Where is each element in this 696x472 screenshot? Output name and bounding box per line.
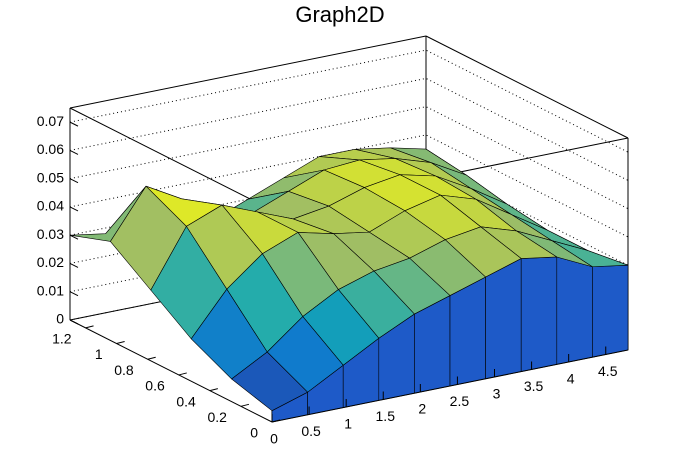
chart-title: Graph2D bbox=[295, 2, 384, 27]
x-tick-label: 4 bbox=[567, 371, 575, 387]
x-tick-label: 3 bbox=[493, 386, 501, 402]
y-tick-label: 0.6 bbox=[145, 378, 165, 394]
z-tick-label: 0.01 bbox=[37, 282, 64, 298]
x-tick-label: 1 bbox=[344, 416, 352, 432]
z-tick bbox=[69, 206, 79, 212]
box-edge bbox=[69, 35, 427, 109]
y-tick-label: 0.2 bbox=[207, 409, 227, 425]
surface-skirt bbox=[520, 256, 558, 372]
z-tick bbox=[69, 121, 79, 127]
z-tick bbox=[69, 234, 79, 240]
z-tick-label: 0.02 bbox=[37, 254, 64, 270]
z-tick-label: 0 bbox=[56, 311, 64, 327]
y-axis bbox=[69, 319, 273, 423]
z-tick-label: 0.05 bbox=[37, 169, 64, 185]
y-tick bbox=[85, 325, 94, 329]
z-tick bbox=[69, 291, 79, 297]
x-tick-label: 4.5 bbox=[598, 363, 618, 379]
grid-line bbox=[69, 49, 629, 153]
z-tick bbox=[69, 263, 79, 268]
z-tick-label: 0.03 bbox=[37, 226, 64, 242]
y-tick-label: 0.8 bbox=[114, 362, 134, 378]
y-tick bbox=[116, 341, 125, 345]
x-tick-label: 2.5 bbox=[450, 393, 470, 409]
x-tick-label: 3.5 bbox=[524, 378, 544, 394]
surface-skirt bbox=[592, 264, 629, 358]
z-tick bbox=[69, 178, 79, 184]
surface-skirt bbox=[449, 276, 486, 387]
y-tick bbox=[271, 419, 281, 423]
y-tick-label: 1.2 bbox=[52, 331, 72, 347]
y-tick-label: 0.4 bbox=[176, 393, 196, 409]
y-tick bbox=[147, 356, 156, 360]
surface-skirt bbox=[556, 256, 593, 365]
y-tick-label: 1 bbox=[95, 346, 103, 362]
y-tick bbox=[209, 388, 218, 392]
y-tick-label: 0 bbox=[250, 425, 258, 441]
z-tick-label: 0.04 bbox=[37, 198, 64, 214]
box-edge bbox=[69, 107, 273, 211]
x-tick-label: 0 bbox=[270, 431, 278, 447]
surface-skirt bbox=[485, 258, 522, 380]
x-tick-label: 2 bbox=[418, 401, 426, 417]
box-edge bbox=[425, 35, 629, 139]
z-tick-label: 0.07 bbox=[37, 113, 64, 129]
z-tick bbox=[69, 149, 79, 155]
x-tick-label: 0.5 bbox=[301, 423, 321, 439]
surface-cell bbox=[231, 351, 309, 412]
x-tick-label: 1.5 bbox=[376, 408, 396, 424]
y-tick bbox=[178, 372, 187, 376]
z-tick-label: 0.06 bbox=[37, 141, 64, 157]
y-tick bbox=[240, 403, 250, 407]
